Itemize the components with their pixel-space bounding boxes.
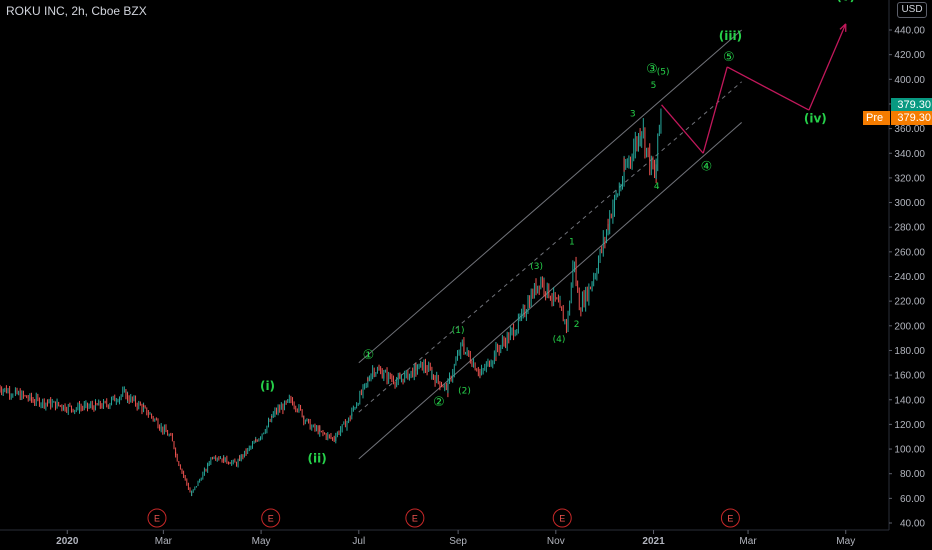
projection-arrowhead [839,23,847,32]
currency-selector[interactable]: USD [897,2,927,18]
earnings-marker-circle [405,508,425,528]
x-tick-label: Sep [449,536,467,547]
y-tick-label: 360.00 [894,124,925,135]
wave-label: ③ [646,62,658,77]
wave-label: 4 [654,182,660,192]
wave-label: (ii) [308,452,327,466]
wave-label: (3) [530,262,543,272]
wave-labels-layer: (i) (ii) ① ② (1) (2) (3) (4) 1 2 3 ③ (5)5 4 ④ ⑤ (iii) (iv… [260,0,855,466]
y-tick-label: 160.00 [894,371,925,382]
earnings-marker-circle [261,508,281,528]
earnings-marker-label: E [154,514,160,524]
y-tick-label: 280.00 [894,223,925,234]
wave-label: (iii) [719,29,742,43]
y-tick-label: 200.00 [894,321,925,332]
x-tick-label: Nov [547,536,565,547]
earnings-marker[interactable]: E [147,508,167,528]
premarket-label: Pre [863,111,890,125]
y-tick-label: 220.00 [894,297,925,308]
symbol-title: ROKU INC, 2h, Cboe BZX [6,4,147,18]
x-tick-label: Jul [352,536,365,547]
y-tick-label: 40.00 [900,519,925,530]
y-tick-label: 260.00 [894,247,925,258]
premarket-price-tag: 379.30 [891,111,932,125]
wave-label: (2) [458,387,471,397]
y-tick-label: 80.00 [900,469,925,480]
y-tick-label: 240.00 [894,272,925,283]
wave-label: (4) [553,335,566,345]
earnings-marker[interactable]: E [720,508,740,528]
earnings-marker-circle [552,508,572,528]
candles-layer [0,108,662,497]
earnings-marker-label: E [268,514,274,524]
y-tick-label: 120.00 [894,420,925,431]
y-tick-label: 340.00 [894,149,925,160]
y-tick-label: 320.00 [894,173,925,184]
x-tick-label: 2021 [642,536,665,547]
wave-label: (i) [260,379,275,393]
wave-label: 2 [574,320,580,330]
x-tick-label: Mar [155,536,173,547]
x-tick-label: May [252,536,271,547]
x-tick-label: Mar [739,536,757,547]
earnings-marker-label: E [412,514,418,524]
earnings-marker[interactable]: E [261,508,281,528]
last-price-tag: 379.30 [891,98,932,112]
y-tick-label: 400.00 [894,75,925,86]
wave-label: (iv) [804,111,827,125]
projection-segment [661,104,704,154]
earnings-marker-circle [147,508,167,528]
wave-label: (5) [657,67,670,77]
y-tick-label: 440.00 [894,26,925,37]
x-axis: 2020 Mar May Jul Sep Nov 2021 Mar May [0,529,889,547]
x-tick-label: 2020 [56,536,79,547]
wave-label: 1 [569,237,575,247]
channel-layer [358,29,742,460]
channel-line-upper [358,29,742,364]
projection-segment [808,23,847,111]
earnings-marker[interactable]: E [552,508,572,528]
earnings-marker-label: E [727,514,733,524]
wave-label: 5 [651,81,657,91]
wave-label: ② [433,395,445,410]
earnings-marker[interactable]: E [405,508,425,528]
y-tick-label: 300.00 [894,198,925,209]
projection-segment [726,66,810,111]
wave-label: (v) [836,0,855,3]
earnings-marker-label: E [559,514,565,524]
projection-segment [702,66,728,154]
earnings-marker-circle [720,508,740,528]
wave-label: (1) [452,326,465,336]
y-tick-label: 140.00 [894,395,925,406]
y-axis[interactable]: 40.00 60.00 80.00 100.00 120.00 140.00 160.00 1… [888,0,925,530]
x-tick-label: May [836,536,855,547]
wave-label: ⑤ [723,50,735,65]
y-tick-label: 100.00 [894,445,925,456]
y-tick-label: 420.00 [894,50,925,61]
wave-label: ① [363,348,375,363]
y-tick-label: 60.00 [900,494,925,505]
projection-layer [661,23,847,154]
wave-label: ④ [701,160,713,175]
channel-line-lower [358,122,742,460]
wave-label: 3 [630,109,636,119]
y-tick-label: 180.00 [894,346,925,357]
